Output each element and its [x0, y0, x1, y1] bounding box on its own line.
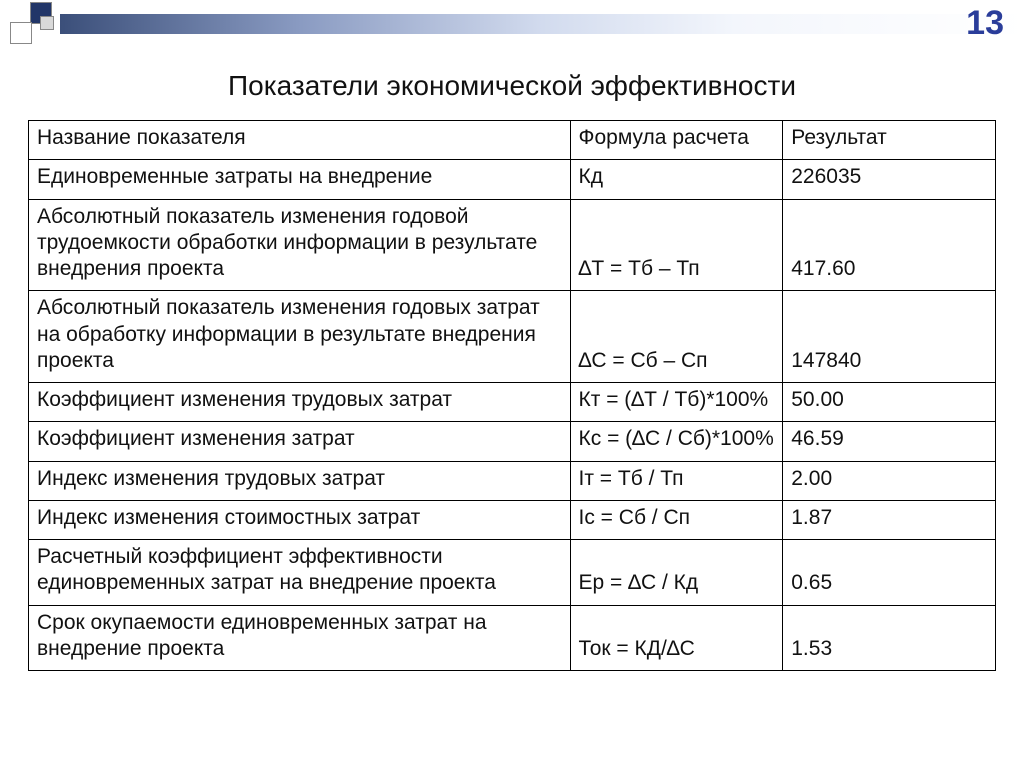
cell-formula: Iт = Тб / Тп — [570, 461, 783, 500]
slide-number: 13 — [966, 4, 1004, 43]
cell-result: 1.53 — [783, 605, 996, 671]
cell-name: Абсолютный показатель изменения годовой … — [29, 199, 571, 291]
table-row: Срок окупаемости единовременных затрат н… — [29, 605, 996, 671]
cell-formula: ∆Т = Тб – Тп — [570, 199, 783, 291]
decor-square-grey — [40, 16, 54, 30]
indicators-table: Название показателя Формула расчета Резу… — [28, 120, 996, 671]
cell-name: Коэффициент изменения трудовых затрат — [29, 383, 571, 422]
cell-result: 2.00 — [783, 461, 996, 500]
table-row: Индекс изменения трудовых затратIт = Тб … — [29, 461, 996, 500]
cell-name: Индекс изменения стоимостных затрат — [29, 500, 571, 539]
cell-result: 1.87 — [783, 500, 996, 539]
cell-formula: Ток = КД/∆С — [570, 605, 783, 671]
cell-result: 417.60 — [783, 199, 996, 291]
table-header-row: Название показателя Формула расчета Резу… — [29, 121, 996, 160]
cell-formula: Кд — [570, 160, 783, 199]
cell-formula: ∆С = Сб – Сп — [570, 291, 783, 383]
cell-name: Индекс изменения трудовых затрат — [29, 461, 571, 500]
cell-result: 46.59 — [783, 422, 996, 461]
table-row: Абсолютный показатель изменения годовых … — [29, 291, 996, 383]
slide-header: 13 — [0, 0, 1024, 50]
cell-result: 147840 — [783, 291, 996, 383]
cell-name: Единовременные затраты на внедрение — [29, 160, 571, 199]
cell-result: 0.65 — [783, 540, 996, 606]
col-header-result: Результат — [783, 121, 996, 160]
cell-name: Расчетный коэффициент эффективности един… — [29, 540, 571, 606]
table-row: Коэффициент изменения затратКс = (∆С / С… — [29, 422, 996, 461]
col-header-name: Название показателя — [29, 121, 571, 160]
table-row: Абсолютный показатель изменения годовой … — [29, 199, 996, 291]
table-row: Единовременные затраты на внедрениеКд226… — [29, 160, 996, 199]
cell-name: Абсолютный показатель изменения годовых … — [29, 291, 571, 383]
cell-formula: Iс = Сб / Сп — [570, 500, 783, 539]
table-row: Расчетный коэффициент эффективности един… — [29, 540, 996, 606]
cell-name: Срок окупаемости единовременных затрат н… — [29, 605, 571, 671]
cell-result: 50.00 — [783, 383, 996, 422]
decor-square-light — [10, 22, 32, 44]
slide-title: Показатели экономической эффективности — [28, 70, 996, 102]
cell-result: 226035 — [783, 160, 996, 199]
cell-formula: Кт = (∆Т / Тб)*100% — [570, 383, 783, 422]
header-decor — [10, 2, 65, 47]
cell-formula: Кс = (∆С / Сб)*100% — [570, 422, 783, 461]
header-gradient — [60, 14, 1024, 34]
cell-name: Коэффициент изменения затрат — [29, 422, 571, 461]
col-header-formula: Формула расчета — [570, 121, 783, 160]
slide-content: Показатели экономической эффективности Н… — [0, 50, 1024, 671]
cell-formula: Ер = ∆С / Кд — [570, 540, 783, 606]
table-row: Коэффициент изменения трудовых затратКт … — [29, 383, 996, 422]
table-row: Индекс изменения стоимостных затратIс = … — [29, 500, 996, 539]
